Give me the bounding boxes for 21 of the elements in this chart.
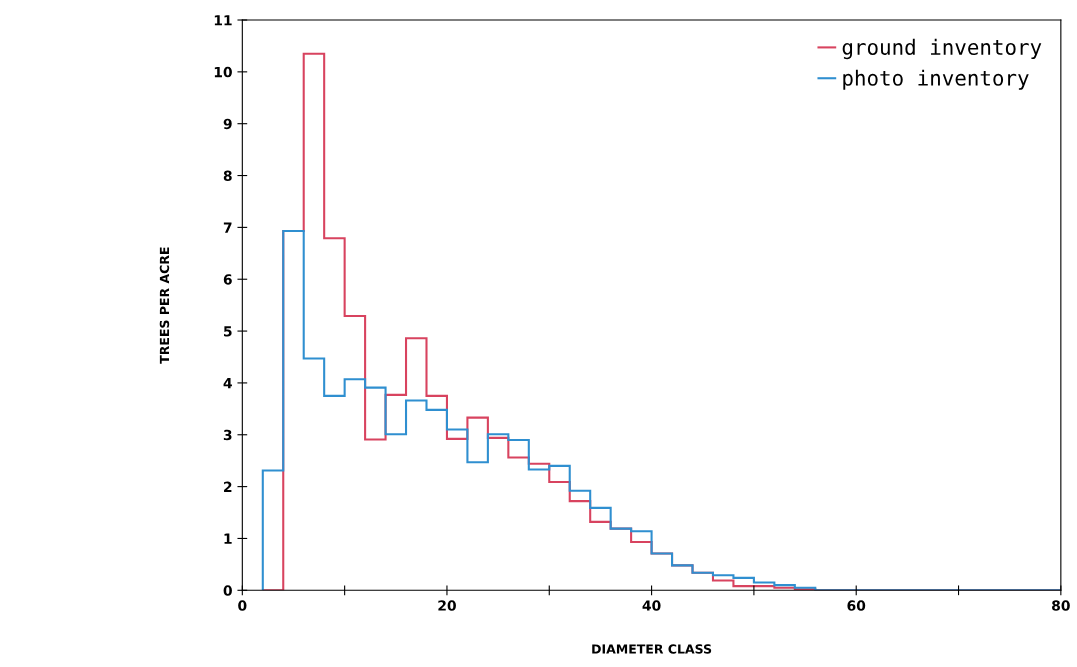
x-axis-title: DIAMETER CLASS [592, 644, 712, 654]
x-tick-label: 40 [642, 600, 661, 611]
y-tick-label: 4 [223, 378, 232, 389]
y-tick-label: 5 [224, 326, 232, 337]
legend-label: ground inventory [842, 38, 1042, 60]
x-tick-label: 20 [438, 600, 456, 611]
y-tick-label: 7 [223, 222, 232, 233]
y-tick-label: 11 [214, 15, 232, 26]
x-tick-label: 60 [847, 600, 866, 611]
legend-label: photo inventory [843, 69, 1029, 90]
x-tick-label: 80 [1052, 600, 1070, 611]
y-tick-label: 2 [224, 481, 232, 492]
y-tick-label: 6 [223, 274, 232, 285]
y-tick-label: 3 [223, 429, 232, 441]
x-tick-label: 0 [238, 600, 247, 611]
y-tick-label: 8 [223, 170, 232, 182]
y-axis-title: TREES PER ACRE [159, 247, 170, 364]
y-tick-label: 0 [223, 585, 232, 596]
y-tick-label: 9 [223, 118, 232, 130]
y-tick-label: 10 [214, 66, 232, 78]
y-tick-label: 1 [224, 533, 232, 544]
